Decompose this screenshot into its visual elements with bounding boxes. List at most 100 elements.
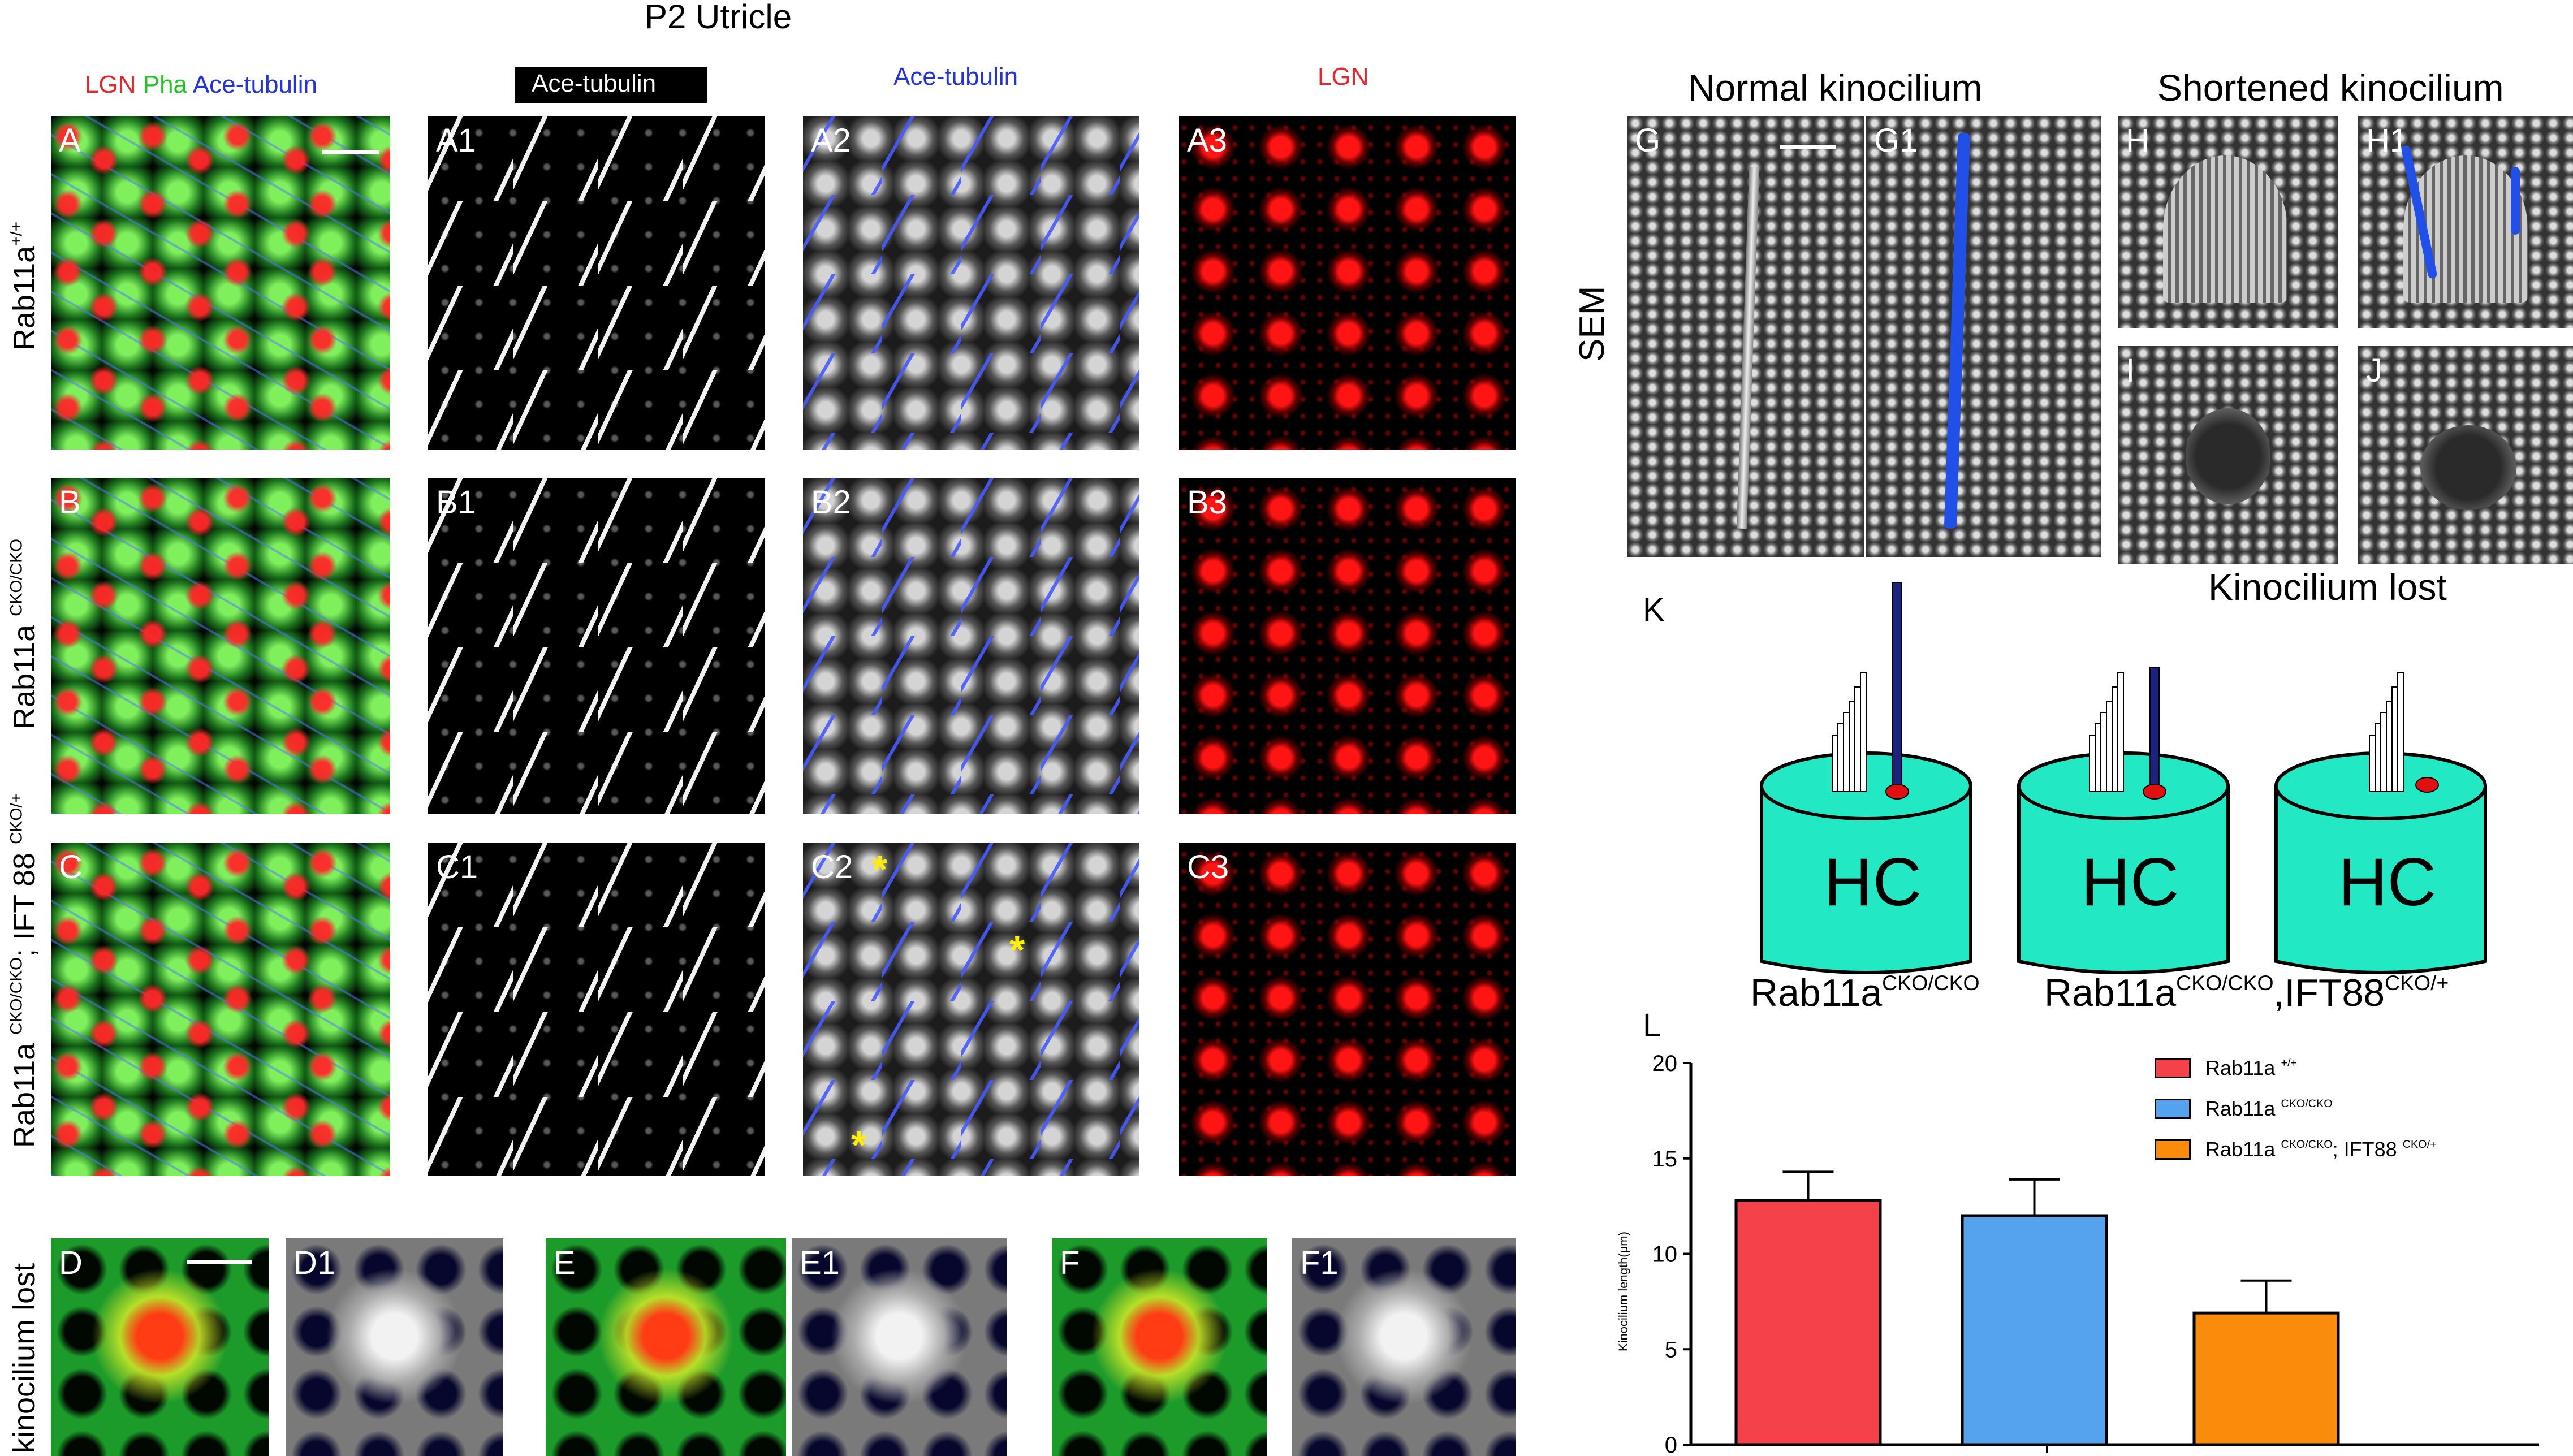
- hc-label: HC: [2081, 844, 2179, 920]
- panel-c: C: [51, 843, 390, 1176]
- panel-label: I: [2126, 352, 2135, 389]
- row-label-c: Rab11a CKO/CKO; IFT 88 CKO/+: [7, 793, 41, 1148]
- figure-title: P2 Utricle: [645, 0, 792, 36]
- stereocilia-bundle: [2089, 672, 2124, 792]
- basal-body: [1885, 784, 1909, 800]
- panel-label: B3: [1187, 484, 1227, 521]
- panel-b: B: [51, 478, 390, 814]
- panel-label: A3: [1187, 122, 1227, 159]
- panel-i: I: [2118, 346, 2338, 564]
- legend-swatch: [2155, 1099, 2191, 1119]
- panel-f: F: [1052, 1238, 1267, 1456]
- panel-label: E1: [800, 1245, 840, 1281]
- panel-label: H1: [2366, 122, 2408, 159]
- chart-y-axis-label: Kinocilium length(μm): [1616, 1232, 1630, 1351]
- legend-swatch: [2155, 1139, 2191, 1160]
- scale-bar: [1780, 145, 1836, 149]
- panel-j: J: [2358, 346, 2573, 564]
- panel-h1: H1: [2358, 116, 2573, 328]
- panel-a: A: [51, 116, 390, 450]
- row-label-a: Rab11a+/+: [7, 221, 41, 351]
- legend-label: Rab11a CKO/CKO; IFT88 CKO/+: [2205, 1138, 2437, 1161]
- panel-label: B: [59, 484, 81, 521]
- legend-swatch: [2155, 1058, 2191, 1078]
- hc-label: HC: [1824, 844, 1922, 920]
- column-header-red: LGN: [1318, 63, 1369, 90]
- panel-label: B1: [436, 484, 476, 521]
- hair-cell-rab11a-ift88: [2274, 672, 2487, 974]
- column-header-gray: Ace-tubulin: [893, 63, 1018, 90]
- panel-label-k: K: [1643, 591, 1665, 628]
- kinocilium: [2149, 667, 2160, 795]
- panel-label: F1: [1300, 1245, 1339, 1281]
- kinocilium-shaft: [1736, 166, 1760, 529]
- panel-a1: A1: [428, 116, 765, 450]
- schematic-label-cko: Rab11aCKO/CKO: [1750, 971, 1980, 1015]
- asterisk-marker: *: [1009, 928, 1025, 972]
- hair-cell-normal: [1760, 582, 1972, 974]
- panel-c2: C2 * * *: [803, 843, 1139, 1176]
- bar: [1961, 1214, 2108, 1446]
- panel-label-l: L: [1643, 1007, 1661, 1044]
- sem-side-label: SEM: [1573, 286, 1612, 362]
- y-tick-label: 20: [1652, 1051, 1678, 1076]
- panel-d: D: [51, 1238, 269, 1456]
- hc-label: HC: [2338, 844, 2437, 920]
- cuticular-plate: [2420, 425, 2516, 510]
- panel-b2: B2: [803, 478, 1139, 814]
- legend-item: Rab11a CKO/CKO: [2155, 1097, 2333, 1121]
- hair-cell-schematic: [1760, 582, 2487, 974]
- panel-d1: D1: [286, 1238, 503, 1456]
- panel-a2: A2: [803, 116, 1139, 450]
- panel-label: G1: [1874, 122, 1918, 159]
- bar: [1734, 1199, 1882, 1446]
- legend-label: Rab11a CKO/CKO: [2205, 1097, 2333, 1120]
- column-header-bw-box: [515, 67, 707, 103]
- panel-label: E: [554, 1245, 576, 1281]
- legend-label: Rab11a +/+: [2205, 1056, 2298, 1079]
- schematic-label-cko-ift88: Rab11aCKO/CKO,IFT88CKO/+: [2044, 971, 2449, 1015]
- panel-e1: E1: [792, 1238, 1007, 1456]
- basal-body: [2415, 777, 2439, 793]
- asterisk-marker: *: [872, 847, 888, 891]
- panel-h: H: [2118, 116, 2338, 328]
- scale-bar: [187, 1260, 252, 1264]
- panel-label: J: [2366, 352, 2382, 389]
- cuticular-plate: [2186, 408, 2270, 504]
- column-header-bw: Ace-tubulin: [532, 70, 657, 97]
- panel-b3: B3: [1179, 478, 1516, 814]
- kinocilium: [1892, 582, 1902, 795]
- y-tick-label: 10: [1652, 1242, 1678, 1267]
- y-tick-label: 5: [1665, 1337, 1677, 1362]
- stereocilia-bundle: [2369, 672, 2404, 792]
- header-lgn: LGN: [85, 71, 136, 98]
- chart-bars: [1734, 1170, 2340, 1446]
- panel-g: G: [1627, 116, 1864, 557]
- bar: [2192, 1311, 2340, 1446]
- row-label-d: kinocilium lost: [7, 1263, 41, 1453]
- stereocilia-bundle: [2163, 155, 2287, 303]
- panel-label: A: [59, 122, 81, 159]
- header-pha: Pha: [143, 71, 188, 98]
- panel-c1: C1: [428, 843, 765, 1176]
- kinocilium-lost-title: Kinocilium lost: [2208, 566, 2447, 608]
- scale-bar: [322, 150, 379, 154]
- panel-label: C1: [436, 849, 478, 885]
- hair-cell-rab11a-cko: [2017, 667, 2230, 974]
- asterisk-marker: *: [851, 1123, 867, 1167]
- panel-c3: C3: [1179, 843, 1516, 1176]
- panel-label: H: [2126, 122, 2149, 159]
- panel-label: D: [59, 1245, 83, 1281]
- panel-e: E: [546, 1238, 786, 1456]
- legend-item: Rab11a CKO/CKO; IFT88 CKO/+: [2155, 1138, 2437, 1161]
- shortened-kinocilium-title: Shortened kinocilium: [2157, 67, 2504, 109]
- panel-label: A2: [811, 122, 851, 159]
- basal-body: [2143, 784, 2166, 800]
- panel-a3: A3: [1179, 116, 1516, 450]
- panel-label: C2: [811, 849, 853, 885]
- panel-g1: G1: [1866, 116, 2101, 557]
- panel-label: B2: [811, 484, 851, 521]
- kinocilium-length-chart: 0 5 10 15 20: [1652, 1051, 2539, 1456]
- y-tick-label: 0: [1665, 1433, 1677, 1456]
- panel-label: C: [59, 849, 83, 885]
